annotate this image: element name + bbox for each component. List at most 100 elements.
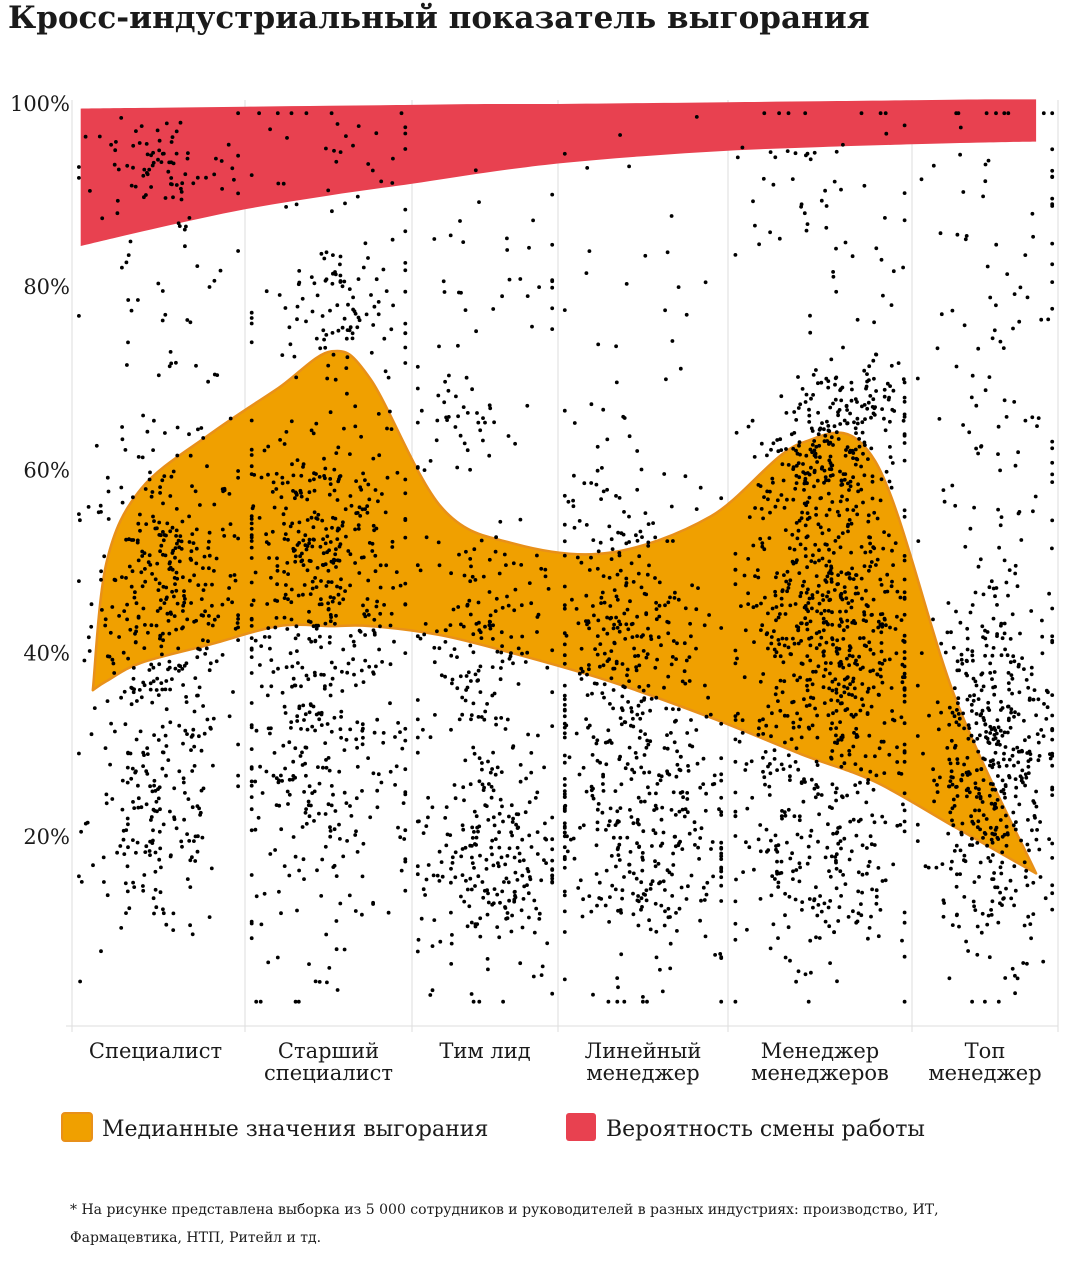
scatter-point <box>780 809 784 813</box>
scatter-point <box>461 240 466 245</box>
scatter-point <box>1015 976 1020 981</box>
scatter-point <box>249 936 254 941</box>
scatter-point <box>826 478 831 483</box>
scatter-point <box>815 478 820 483</box>
scatter-point <box>835 979 839 984</box>
scatter-point <box>337 544 342 549</box>
scatter-point <box>487 557 492 562</box>
scatter-point <box>281 512 286 517</box>
scatter-point <box>249 616 254 621</box>
scatter-point <box>819 635 824 640</box>
scatter-point <box>453 796 458 801</box>
scatter-point <box>403 125 408 130</box>
scatter-point <box>873 754 877 759</box>
scatter-point <box>774 618 778 623</box>
scatter-point <box>77 751 81 756</box>
scatter-point <box>830 679 835 684</box>
scatter-point <box>634 533 638 538</box>
scatter-point <box>151 448 156 452</box>
scatter-point <box>834 646 839 650</box>
scatter-point <box>776 843 781 847</box>
scatter-point <box>299 727 303 731</box>
scatter-point <box>809 970 813 975</box>
scatter-point <box>762 111 767 116</box>
scatter-point <box>869 415 873 420</box>
scatter-point <box>791 720 796 725</box>
scatter-point <box>206 621 211 626</box>
scatter-point <box>415 634 420 639</box>
scatter-point <box>435 629 439 634</box>
scatter-point <box>768 150 773 155</box>
scatter-point <box>271 670 276 674</box>
scatter-point <box>521 897 526 901</box>
scatter-point <box>462 899 467 904</box>
scatter-point <box>567 755 572 760</box>
scatter-point <box>300 551 304 556</box>
scatter-point <box>1050 480 1055 484</box>
scatter-point <box>960 661 965 666</box>
scatter-point <box>824 640 829 645</box>
scatter-point <box>990 653 995 658</box>
scatter-point <box>279 773 283 778</box>
scatter-point <box>935 783 939 787</box>
scatter-point <box>479 636 484 640</box>
scatter-point <box>403 738 408 743</box>
scatter-point <box>640 535 644 539</box>
scatter-point <box>379 179 384 184</box>
scatter-point <box>327 640 332 645</box>
scatter-point <box>902 597 907 601</box>
scatter-point <box>141 888 146 893</box>
scatter-point <box>957 716 962 721</box>
scatter-point <box>421 831 426 835</box>
scatter-point <box>671 539 675 543</box>
scatter-point <box>789 652 793 657</box>
scatter-point <box>181 741 185 746</box>
scatter-point <box>1022 923 1027 928</box>
scatter-point <box>828 405 833 410</box>
scatter-point <box>902 650 907 654</box>
scatter-point <box>124 537 128 542</box>
scatter-point <box>173 666 178 671</box>
scatter-point <box>275 564 280 568</box>
scatter-point <box>830 637 835 642</box>
scatter-point <box>136 521 141 526</box>
scatter-point <box>321 551 326 556</box>
legend-swatch <box>566 1113 596 1141</box>
scatter-point <box>499 650 504 655</box>
scatter-point <box>160 724 165 729</box>
scatter-point <box>988 671 993 675</box>
scatter-point <box>1050 446 1055 451</box>
scatter-point <box>422 632 427 637</box>
scatter-point <box>694 115 699 119</box>
scatter-point <box>480 880 485 884</box>
scatter-point <box>333 621 337 626</box>
scatter-point <box>830 749 835 753</box>
scatter-point <box>265 602 270 606</box>
scatter-point <box>324 758 328 762</box>
scatter-point <box>499 716 504 720</box>
scatter-point <box>828 961 832 965</box>
scatter-point <box>719 854 724 858</box>
scatter-point <box>348 452 352 456</box>
scatter-point <box>507 846 512 851</box>
scatter-point <box>318 544 323 549</box>
scatter-point <box>870 887 874 892</box>
scatter-point <box>268 127 272 132</box>
scatter-point <box>1002 621 1007 626</box>
scatter-point <box>641 829 646 834</box>
scatter-point <box>978 713 983 718</box>
scatter-point <box>790 177 795 182</box>
scatter-point <box>819 793 824 797</box>
scatter-point <box>829 580 834 584</box>
scatter-point <box>503 906 508 910</box>
scatter-point <box>979 767 984 772</box>
scatter-point <box>437 344 441 349</box>
scatter-point <box>550 242 555 247</box>
scatter-point <box>881 293 885 298</box>
scatter-point <box>819 611 824 616</box>
scatter-point <box>775 498 780 503</box>
scatter-point <box>511 744 516 749</box>
scatter-point <box>665 539 670 543</box>
scatter-point <box>249 340 254 345</box>
scatter-point <box>777 871 782 876</box>
